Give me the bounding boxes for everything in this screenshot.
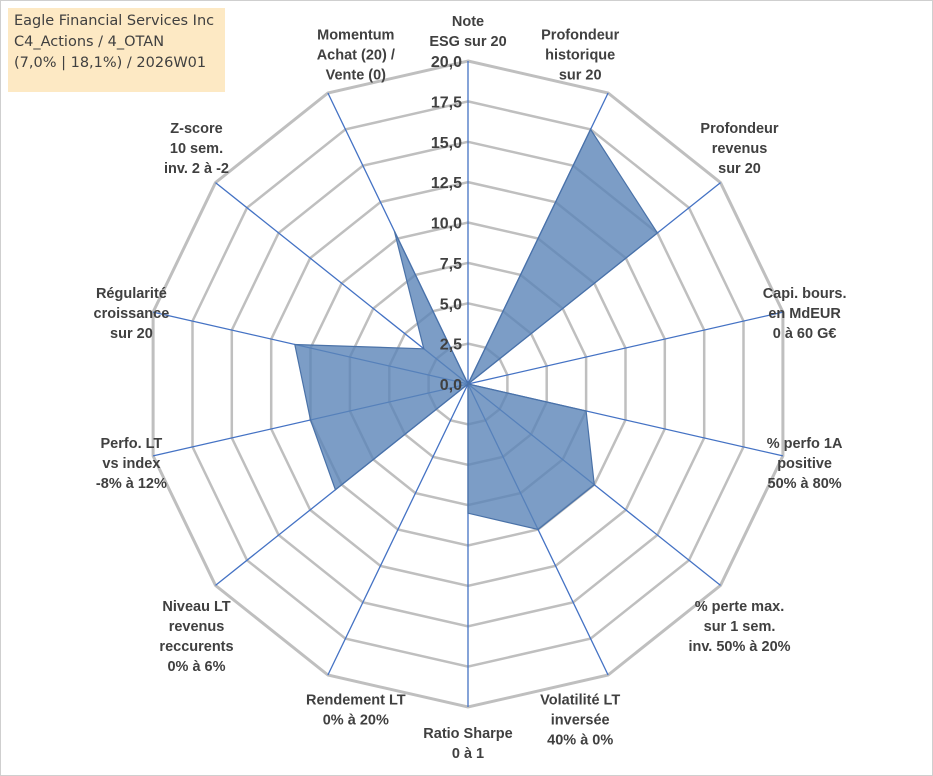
axis-label-line: inv. 2 à -2 (164, 161, 229, 177)
axis-label-line: sur 20 (718, 161, 761, 177)
axis-label: Profondeur revenus sur 20 (700, 121, 778, 177)
axis-spoke (467, 311, 784, 385)
axis-label: Rendement LT 0% à 20% (306, 693, 406, 729)
axis-label-line: sur 20 (559, 67, 602, 83)
axis-label-line: positive (777, 456, 832, 472)
axis-label-line: croissance (94, 306, 170, 322)
axis-label-line: en MdEUR (768, 306, 841, 322)
axis-label-line: Niveau LT (162, 599, 230, 615)
tick-label: 20,0 (431, 54, 462, 71)
axis-label: Momentum Achat (20) / Vente (0) (317, 27, 395, 83)
axis-label-line: Perfo. LT (101, 436, 163, 452)
axis-label-line: revenus (169, 619, 225, 635)
axis-label: Profondeur historique sur 20 (541, 27, 619, 83)
axis-label-line: 50% à 80% (768, 476, 842, 492)
axis-label-line: sur 20 (110, 326, 153, 342)
axis-label-line: Momentum (317, 27, 394, 43)
tick-label: 12,5 (431, 175, 462, 192)
axis-label-line: reccurents (159, 639, 233, 655)
tick-label: 2,5 (440, 337, 462, 354)
axis-label-line: 0% à 20% (323, 713, 389, 729)
axis-label: Z-score 10 sem. inv. 2 à -2 (164, 121, 229, 177)
axis-label-line: revenus (712, 141, 768, 157)
axis-labels: Note ESG sur 20 Profondeur historique sur 20… (94, 14, 847, 762)
axis-label-line: 0 à 1 (452, 746, 484, 762)
axis-spoke (327, 383, 469, 676)
axis-label-line: -8% à 12% (96, 476, 167, 492)
axis-label-line: 40% à 0% (547, 733, 613, 749)
axis-label-line: vs index (102, 456, 160, 472)
axis-label-line: Ratio Sharpe (423, 726, 512, 742)
axis-label-line: Capi. bours. (763, 286, 847, 302)
axis-label-line: historique (545, 47, 615, 63)
axis-label-line: ESG sur 20 (429, 34, 506, 50)
axis-label: Volatilité LT inversée 40% à 0% (540, 693, 620, 749)
axis-label-line: Profondeur (541, 27, 619, 43)
series-area (294, 128, 659, 531)
axis-label-line: Achat (20) / (317, 47, 395, 63)
axis-label-line: 10 sem. (170, 141, 223, 157)
axis-label: Capi. bours. en MdEUR 0 à 60 G€ (763, 286, 847, 342)
tick-label: 7,5 (440, 256, 462, 273)
axis-label-line: 0% à 6% (167, 659, 225, 675)
axis-label-line: Rendement LT (306, 693, 406, 709)
tick-label: 5,0 (440, 296, 462, 313)
radar-series (294, 128, 659, 531)
axis-label-line: inversée (551, 713, 610, 729)
tick-label: 17,5 (431, 94, 462, 111)
axis-label-line: sur 1 sem. (704, 619, 776, 635)
axis-label-line: Z-score (170, 121, 222, 137)
axis-label: % perfo 1A positive 50% à 80% (767, 436, 843, 492)
tick-label: 15,0 (431, 135, 462, 152)
axis-label-line: Volatilité LT (540, 693, 620, 709)
axis-label-line: % perfo 1A (767, 436, 843, 452)
tick-label: 0,0 (440, 377, 462, 394)
axis-label: Ratio Sharpe 0 à 1 (423, 726, 512, 762)
radial-tick-labels: 0,0 2,5 5,0 7,5 10,0 12,5 15,0 17,5 20,0 (431, 54, 462, 394)
info-box: Eagle Financial Services Inc C4_Actions … (8, 8, 225, 92)
axis-label: Niveau LT revenus reccurents 0% à 6% (159, 599, 233, 675)
axis-label-line: Note (452, 14, 484, 30)
axis-label: Régularité croissance sur 20 (94, 286, 170, 342)
portfolio-path: C4_Actions / 4_OTAN (14, 34, 165, 50)
axis-label-line: Régularité (96, 286, 167, 302)
company-name: Eagle Financial Services Inc (14, 13, 215, 29)
score-period: (7,0% | 18,1%) / 2026W01 (14, 55, 207, 71)
axis-label-line: inv. 50% à 20% (688, 639, 790, 655)
axis-label-line: Vente (0) (326, 67, 387, 83)
axis-label: % perte max. sur 1 sem. inv. 50% à 20% (688, 599, 790, 655)
axis-label-line: 0 à 60 G€ (773, 326, 837, 342)
axis-label-line: % perte max. (695, 599, 784, 615)
axis-label: Perfo. LT vs index -8% à 12% (96, 436, 167, 492)
axis-label-line: Profondeur (700, 121, 778, 137)
axis-label: Note ESG sur 20 (429, 14, 506, 50)
tick-label: 10,0 (431, 216, 462, 233)
